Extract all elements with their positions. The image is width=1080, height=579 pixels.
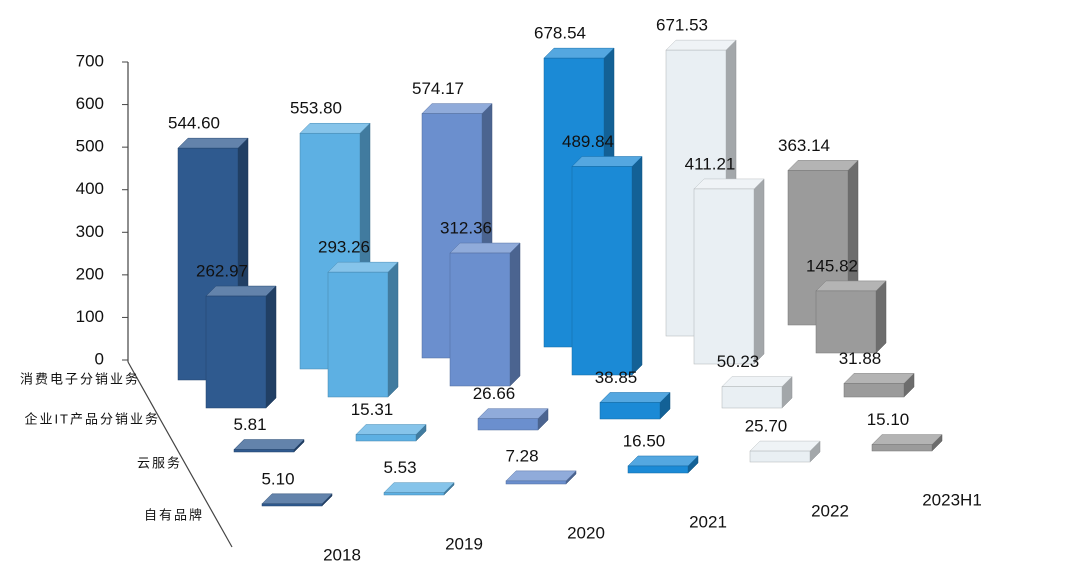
series-label: 自有品牌: [144, 507, 204, 522]
bar-top: [261, 493, 333, 505]
bar-side: [875, 280, 887, 354]
value-label: 15.31: [351, 400, 394, 419]
bar-top: [543, 47, 615, 59]
bar: [327, 271, 389, 398]
bar: [571, 166, 633, 376]
value-label: 15.10: [867, 410, 910, 429]
y-tick-label: 100: [76, 307, 104, 326]
y-tick-label: 600: [76, 94, 104, 113]
y-tick-label: 200: [76, 264, 104, 283]
bar-top: [233, 439, 305, 450]
series-label: 企业IT产品分销业务: [24, 411, 160, 426]
value-label: 553.80: [290, 99, 342, 118]
bar-side: [753, 178, 765, 365]
bar-top: [299, 122, 371, 134]
bar: [477, 418, 539, 431]
series-label: 云服务: [137, 455, 182, 470]
bar-top: [627, 455, 699, 467]
x-tick-label: 2023H1: [922, 490, 982, 509]
bar-top: [815, 280, 887, 292]
bar-top: [571, 156, 643, 167]
bar-side: [509, 242, 521, 387]
bar: [843, 383, 905, 398]
y-tick-label: 300: [76, 222, 104, 241]
bar: [693, 188, 755, 365]
value-label: 544.60: [168, 114, 220, 133]
bar: [383, 492, 445, 496]
bar: [505, 480, 567, 485]
value-label: 38.85: [595, 368, 638, 387]
value-label: 26.66: [473, 384, 516, 403]
bar-top: [449, 242, 521, 254]
x-tick-label: 2022: [811, 501, 849, 520]
value-label: 5.10: [261, 469, 294, 488]
bar-top: [477, 408, 549, 419]
y-tick-label: 0: [95, 349, 104, 368]
value-label: 5.81: [233, 415, 266, 434]
bar: [355, 434, 417, 442]
bar: [233, 449, 295, 453]
bar-top: [177, 137, 249, 149]
value-label: 574.17: [412, 79, 464, 98]
value-label: 671.53: [656, 16, 708, 35]
value-label: 363.14: [778, 136, 830, 155]
bar-top: [505, 470, 577, 482]
series-label: 消费电子分销业务: [20, 371, 140, 386]
value-label: 5.53: [383, 458, 416, 477]
bar: [749, 450, 811, 463]
x-tick-label: 2018: [323, 545, 361, 564]
x-tick-label: 2019: [445, 534, 483, 553]
value-label: 489.84: [562, 132, 614, 151]
value-label: 31.88: [839, 349, 882, 368]
depth-axis: [127, 361, 233, 548]
bar-top: [665, 39, 737, 51]
bar-top: [749, 440, 821, 452]
bar-top: [383, 482, 455, 493]
x-tick-label: 2021: [689, 512, 727, 531]
bar-side: [265, 285, 277, 409]
bar-top: [787, 160, 859, 171]
bar-top: [843, 373, 915, 384]
bar: [599, 402, 661, 420]
bar: [261, 503, 323, 507]
bar: [205, 295, 267, 409]
bar: [627, 465, 689, 474]
value-label: 312.36: [440, 219, 492, 238]
value-label: 7.28: [505, 446, 538, 465]
bar-top: [721, 376, 793, 387]
value-label: 145.82: [806, 256, 858, 275]
bar: [871, 444, 933, 452]
bar-top: [205, 285, 277, 297]
x-tick-label: 2020: [567, 523, 605, 542]
value-label: 262.97: [196, 262, 248, 281]
bar-top: [599, 392, 671, 403]
bar-top: [327, 261, 399, 273]
bar: [449, 252, 511, 387]
value-label: 16.50: [623, 431, 666, 450]
bar-side: [387, 261, 399, 398]
bar: [815, 290, 877, 354]
bar-side: [631, 155, 643, 376]
value-label: 50.23: [717, 352, 760, 371]
bar-top: [693, 178, 765, 190]
value-label: 411.21: [685, 154, 736, 173]
y-tick-label: 400: [76, 179, 104, 198]
bar-top: [871, 434, 943, 445]
value-label: 293.26: [318, 238, 370, 257]
bar: [721, 386, 783, 409]
y-tick-label: 700: [76, 51, 104, 70]
bar-top: [421, 103, 493, 114]
value-label: 678.54: [534, 24, 586, 43]
y-tick-label: 500: [76, 137, 104, 156]
value-label: 25.70: [745, 417, 788, 436]
bar-top: [355, 424, 427, 435]
